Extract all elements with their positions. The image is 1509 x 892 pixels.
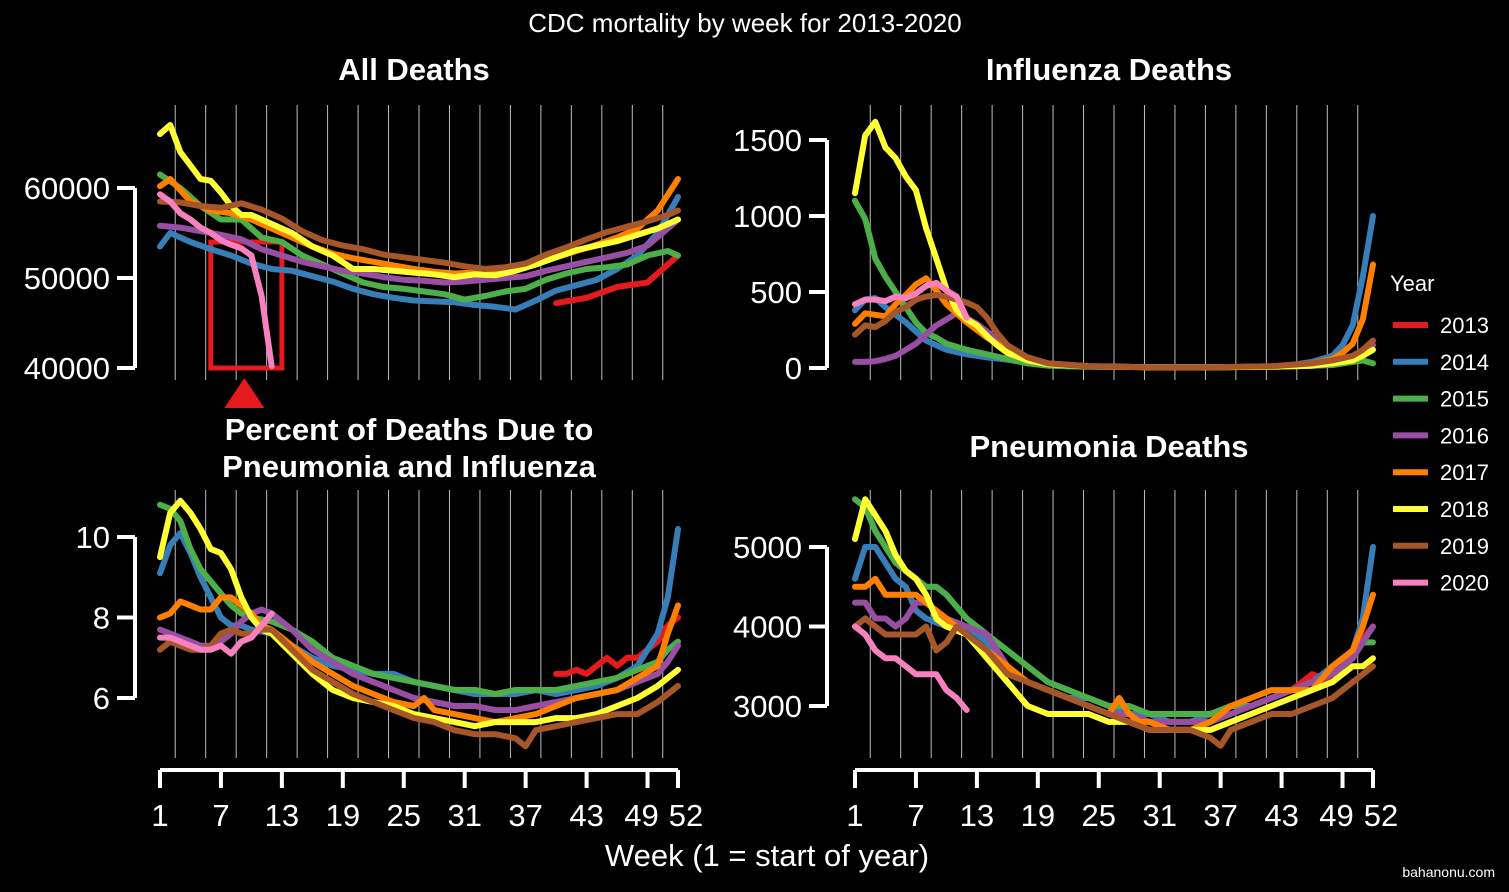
- series-line-2016: [157, 216, 681, 286]
- x-tick-label: 43: [569, 798, 603, 833]
- legend-label-2018: 2018: [1440, 497, 1489, 522]
- y-tick-label: 10: [76, 520, 110, 555]
- x-tick-label: 37: [1203, 798, 1237, 833]
- legend-label-2015: 2015: [1440, 387, 1489, 412]
- x-tick-label: 19: [1021, 798, 1055, 833]
- legend-label-2019: 2019: [1440, 534, 1489, 559]
- x-tick-label: 13: [960, 798, 994, 833]
- x-tick-label: 31: [447, 798, 481, 833]
- series-line-2018: [852, 496, 1376, 733]
- series-line-2019: [852, 615, 1376, 749]
- x-tick-label: 7: [907, 798, 924, 833]
- panel-2: Influenza Deaths 0 500 1000 1500: [733, 52, 1376, 386]
- x-tick-label: 49: [1319, 798, 1353, 833]
- series-line-2020: [852, 279, 970, 321]
- series-line-2018: [157, 122, 681, 281]
- legend-label-2013: 2013: [1440, 313, 1489, 338]
- y-tick-label: 5000: [733, 530, 802, 565]
- series-line-2020: [852, 623, 970, 713]
- series-line-2020: [157, 191, 275, 370]
- legend: Year 2013 2014 2015 2016 2017 2018 2019 2020: [1390, 271, 1489, 596]
- x-tick-label: 13: [265, 798, 299, 833]
- x-tick-label: 43: [1264, 798, 1298, 833]
- x-tick-label: 52: [669, 798, 703, 833]
- highlight-arrow: [224, 378, 265, 408]
- panel-title: Influenza Deaths: [986, 52, 1232, 87]
- panel-title: Percent of Deaths Due to Pneumonia and In…: [222, 412, 597, 484]
- legend-title: Year: [1390, 271, 1434, 296]
- series-line-2019: [157, 198, 681, 272]
- series-line-2014: [157, 194, 681, 313]
- figure-title: CDC mortality by week for 2013-2020: [528, 8, 962, 38]
- x-tick-label: 49: [624, 798, 658, 833]
- y-tick-label: 60000: [24, 171, 110, 206]
- x-tick-label: 37: [508, 798, 542, 833]
- x-tick-label: 19: [326, 798, 360, 833]
- y-tick-label: 3000: [733, 689, 802, 724]
- y-tick-label: 40000: [24, 351, 110, 386]
- legend-label-2017: 2017: [1440, 460, 1489, 485]
- panel-title: Pneumonia Deaths: [969, 429, 1248, 464]
- x-tick-label: 7: [212, 798, 229, 833]
- y-tick-label: 6: [93, 681, 110, 716]
- series-line-2015: [157, 171, 681, 303]
- series-line-2020: [157, 610, 275, 657]
- y-tick-label: 4000: [733, 610, 802, 645]
- attribution: bahanonu.com: [1402, 864, 1495, 880]
- series-line-2017: [157, 594, 681, 726]
- series-line-2013: [553, 252, 681, 307]
- x-tick-label: 31: [1142, 798, 1176, 833]
- series-line-2019: [852, 292, 1376, 371]
- y-tick-label: 50000: [24, 261, 110, 296]
- y-tick-label: 1000: [733, 199, 802, 234]
- y-tick-label: 1500: [733, 123, 802, 158]
- x-tick-label: 1: [846, 798, 863, 833]
- legend-label-2014: 2014: [1440, 350, 1489, 375]
- x-tick-label: 25: [1082, 798, 1116, 833]
- x-tick-label: 1: [151, 798, 168, 833]
- legend-label-2016: 2016: [1440, 423, 1489, 448]
- x-tick-label: 25: [387, 798, 421, 833]
- series-line-2015: [157, 501, 681, 697]
- series-line-2019: [157, 626, 681, 750]
- panel-4: Pneumonia Deaths 3000 4000 5000 1 7 13 19 25 31 37…: [733, 429, 1398, 833]
- y-tick-label: 0: [785, 351, 802, 386]
- y-tick-label: 8: [93, 601, 110, 636]
- series-line-2013: [553, 614, 681, 677]
- y-tick-label: 500: [750, 275, 802, 310]
- x-axis-label: Week (1 = start of year): [605, 838, 929, 873]
- panel-1: All Deaths 40000 50000 60000: [24, 52, 681, 408]
- legend-label-2020: 2020: [1440, 571, 1489, 596]
- panel-title: All Deaths: [338, 52, 490, 87]
- x-tick-label: 52: [1364, 798, 1398, 833]
- panel-3: Percent of Deaths Due to Pneumonia and In…: [76, 412, 704, 833]
